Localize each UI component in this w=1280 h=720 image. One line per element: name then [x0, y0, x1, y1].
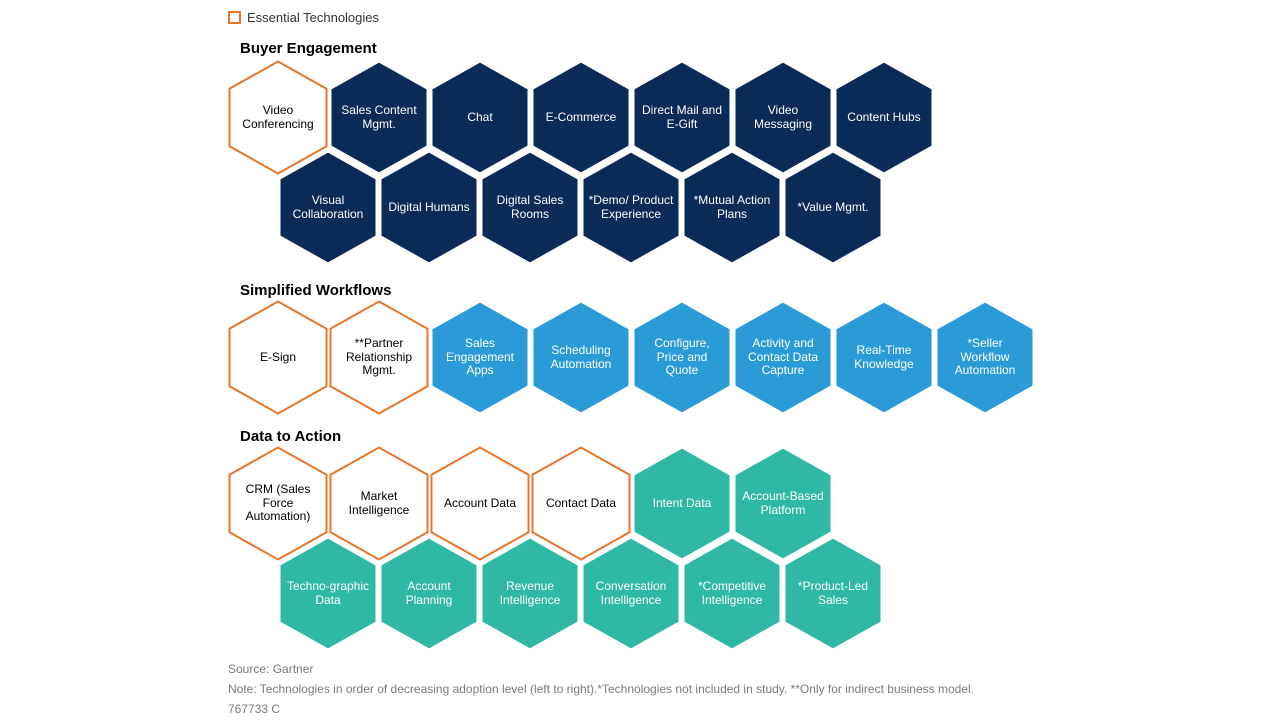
hex-label: Video Messaging	[740, 104, 826, 132]
page: Essential Technologies Buyer Engagement V…	[0, 0, 1280, 720]
hex-buyer-engagement-row2-0: Visual Collaboration	[278, 150, 378, 265]
hex-label: Visual Collaboration	[285, 194, 371, 222]
hex-buyer-engagement-row2-5: *Value Mgmt.	[783, 150, 883, 265]
hex-label: Content Hubs	[841, 111, 927, 125]
hex-label: Techno-graphic Data	[285, 580, 371, 608]
hex-label: Sales Engagement Apps	[437, 337, 523, 378]
hex-buyer-engagement-row2-2: Digital Sales Rooms	[480, 150, 580, 265]
hex-label: Account-Based Platform	[740, 490, 826, 518]
hex-label: Sales Content Mgmt.	[336, 104, 422, 132]
hex-data-to-action-row2-2: Revenue Intelligence	[480, 536, 580, 651]
hex-simplified-workflows-row1-2: Sales Engagement Apps	[430, 300, 530, 415]
hex-label: Scheduling Automation	[538, 344, 624, 372]
section-title-data-to-action: Data to Action	[240, 428, 341, 445]
section-title-simplified-workflows: Simplified Workflows	[240, 282, 391, 299]
hex-data-to-action-row2-4: *Competitive Intelligence	[682, 536, 782, 651]
hex-label: *Demo/ Product Experience	[588, 194, 674, 222]
footer-source: Source: Gartner	[228, 662, 313, 676]
hex-label: CRM (Sales Force Automation)	[235, 483, 321, 524]
footer-ref: 767733 C	[228, 702, 280, 716]
hex-label: Conversation Intelligence	[588, 580, 674, 608]
hex-label: Configure, Price and Quote	[639, 337, 725, 378]
hex-label: Revenue Intelligence	[487, 580, 573, 608]
hex-simplified-workflows-row1-1: **Partner Relationship Mgmt.	[329, 300, 429, 415]
hex-data-to-action-row2-0: Techno-graphic Data	[278, 536, 378, 651]
hex-data-to-action-row2-5: *Product-Led Sales	[783, 536, 883, 651]
hex-label: E-Commerce	[538, 111, 624, 125]
hex-label: *Value Mgmt.	[790, 201, 876, 215]
hex-label: Video Conferencing	[235, 104, 321, 132]
hex-label: **Partner Relationship Mgmt.	[336, 337, 422, 378]
legend-swatch	[228, 11, 241, 24]
hex-label: Intent Data	[639, 497, 725, 511]
hex-simplified-workflows-row1-3: Scheduling Automation	[531, 300, 631, 415]
hex-label: Account Data	[437, 497, 523, 511]
hex-label: Account Planning	[386, 580, 472, 608]
footer-note: Note: Technologies in order of decreasin…	[228, 682, 974, 696]
hex-simplified-workflows-row1-7: *Seller Workflow Automation	[935, 300, 1035, 415]
hex-label: Direct Mail and E-Gift	[639, 104, 725, 132]
hex-simplified-workflows-row1-5: Activity and Contact Data Capture	[733, 300, 833, 415]
hex-label: E-Sign	[235, 351, 321, 365]
hex-buyer-engagement-row2-1: Digital Humans	[379, 150, 479, 265]
hex-buyer-engagement-row2-4: *Mutual Action Plans	[682, 150, 782, 265]
hex-simplified-workflows-row1-6: Real-Time Knowledge	[834, 300, 934, 415]
hex-label: Digital Sales Rooms	[487, 194, 573, 222]
legend-label: Essential Technologies	[247, 10, 379, 25]
hex-data-to-action-row2-3: Conversation Intelligence	[581, 536, 681, 651]
hex-label: *Mutual Action Plans	[689, 194, 775, 222]
hex-simplified-workflows-row1-4: Configure, Price and Quote	[632, 300, 732, 415]
hex-label: *Seller Workflow Automation	[942, 337, 1028, 378]
legend: Essential Technologies	[228, 10, 379, 25]
hex-label: Market Intelligence	[336, 490, 422, 518]
hex-label: *Product-Led Sales	[790, 580, 876, 608]
hex-label: Contact Data	[538, 497, 624, 511]
hex-label: *Competitive Intelligence	[689, 580, 775, 608]
hex-data-to-action-row2-1: Account Planning	[379, 536, 479, 651]
hex-label: Digital Humans	[386, 201, 472, 215]
hex-label: Activity and Contact Data Capture	[740, 337, 826, 378]
hex-simplified-workflows-row1-0: E-Sign	[228, 300, 328, 415]
hex-buyer-engagement-row2-3: *Demo/ Product Experience	[581, 150, 681, 265]
section-title-buyer-engagement: Buyer Engagement	[240, 40, 377, 57]
hex-label: Real-Time Knowledge	[841, 344, 927, 372]
hex-label: Chat	[437, 111, 523, 125]
